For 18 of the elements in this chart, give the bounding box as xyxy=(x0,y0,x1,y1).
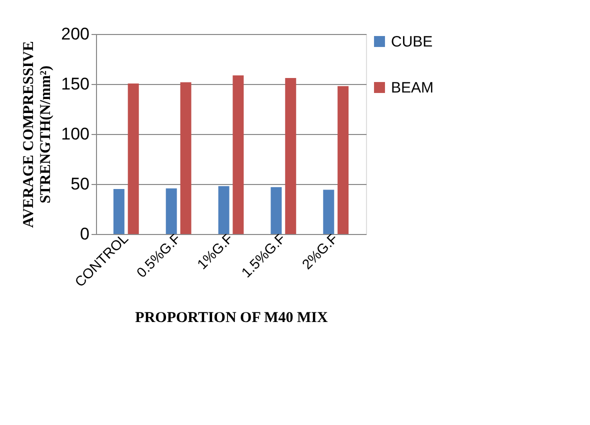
legend-label: CUBE xyxy=(391,34,433,50)
x-axis-title: PROPORTION OF M40 MIX xyxy=(135,310,328,326)
y-axis-title: AVERAGE COMPRESSIVE STRENGTH(N/mm²) xyxy=(21,41,54,228)
bar xyxy=(285,78,296,234)
bar xyxy=(323,190,334,234)
bar xyxy=(338,86,349,234)
bar xyxy=(113,189,124,234)
bar xyxy=(180,82,192,234)
bar xyxy=(128,84,139,234)
bar xyxy=(270,187,282,234)
y-tick-label: 200 xyxy=(61,24,90,44)
y-tick-label: 150 xyxy=(61,74,90,94)
legend-label: BEAM xyxy=(391,80,434,96)
bar xyxy=(218,186,230,234)
y-tick-label: 100 xyxy=(61,124,90,144)
y-tick-label: 50 xyxy=(70,174,90,194)
bar xyxy=(166,188,177,234)
bar xyxy=(232,75,244,234)
